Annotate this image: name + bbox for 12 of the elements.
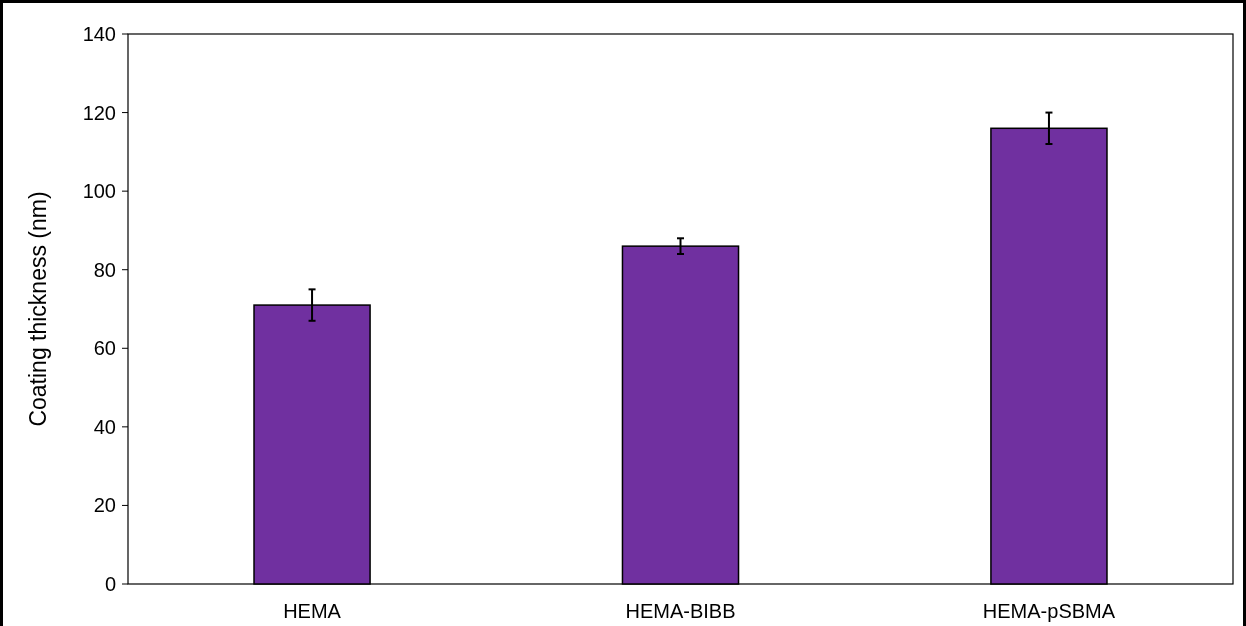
y-tick-label: 60: [93, 337, 116, 360]
y-axis-title: Coating thickness (nm): [25, 191, 51, 427]
x-tick-label: HEMA: [283, 600, 342, 622]
y-tick-label: 0: [104, 573, 116, 595]
y-tick-label: 40: [93, 415, 116, 438]
y-tick-label: 20: [93, 494, 116, 517]
x-tick-label: HEMA-BIBB: [625, 600, 736, 622]
y-tick-label: 100: [82, 180, 116, 203]
y-tick-label: 120: [82, 101, 116, 124]
y-tick-label: 80: [93, 258, 116, 281]
x-tick-label: HEMA-pSBMA: [982, 600, 1116, 622]
y-tick-label: 140: [82, 23, 116, 45]
